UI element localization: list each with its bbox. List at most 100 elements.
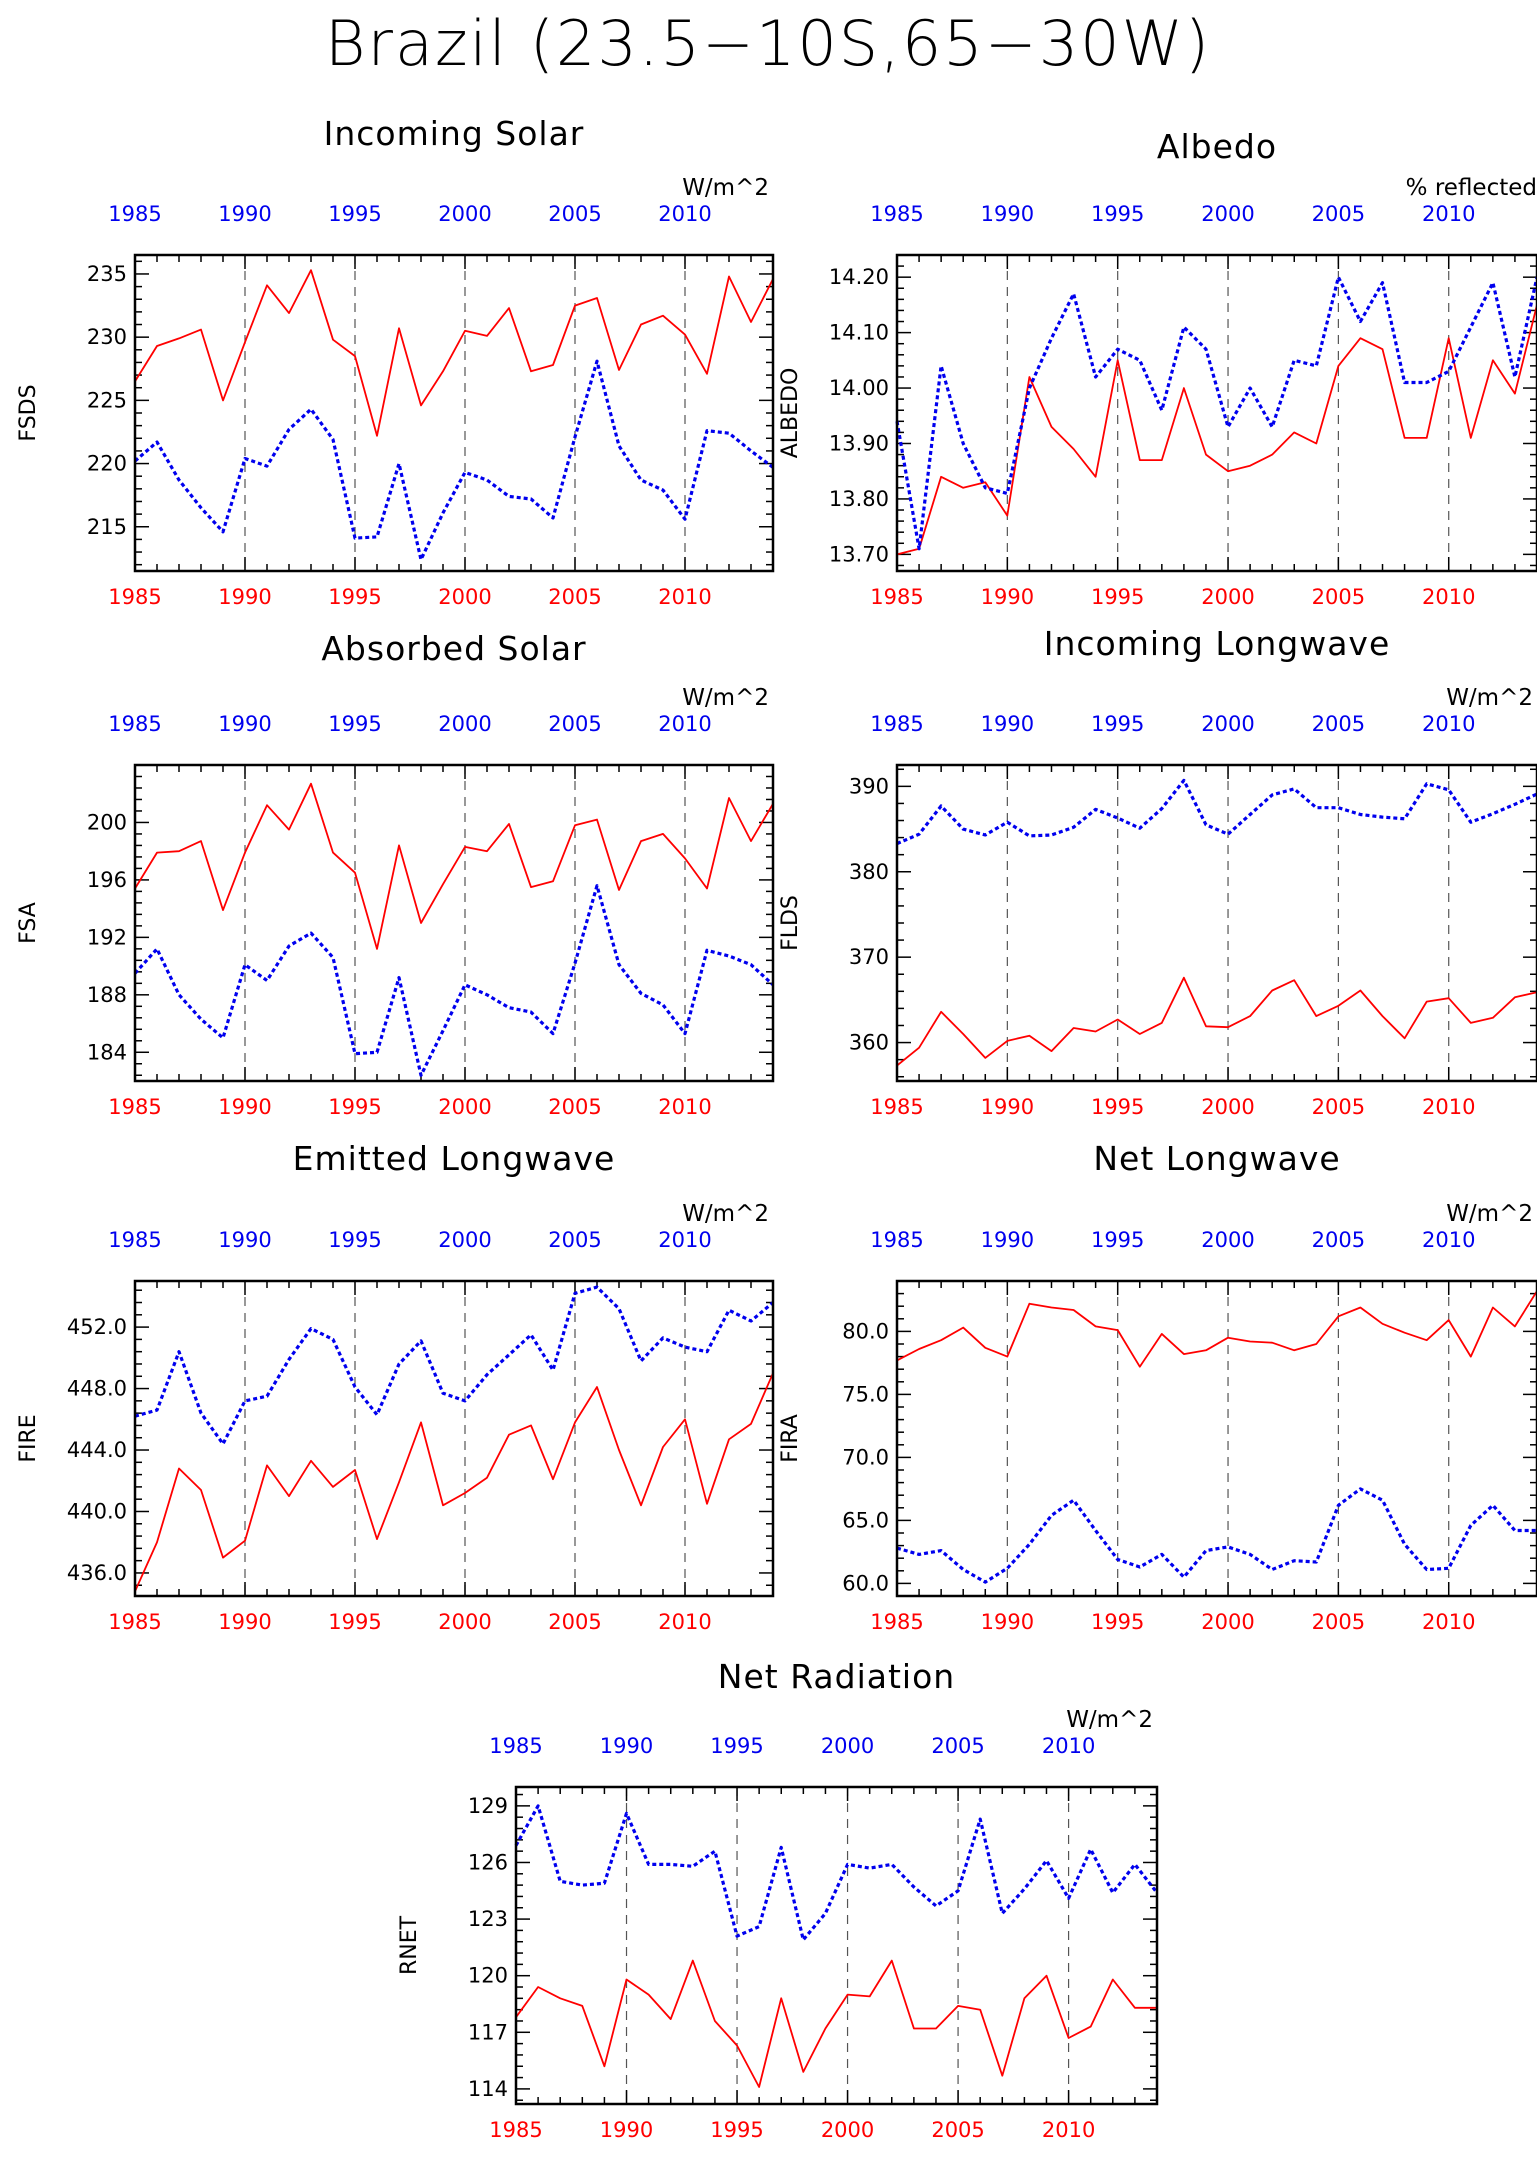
x-tick-label-bottom: 2010	[1422, 1095, 1475, 1119]
series-line-blue	[133, 359, 774, 562]
y-tick-label: 114	[468, 2077, 508, 2101]
y-tick-label: 120	[468, 1964, 508, 1988]
series-line-red	[896, 976, 1537, 1067]
x-tick-label-bottom: 2005	[548, 1610, 601, 1634]
series-line-red	[515, 1959, 1157, 2088]
y-tick-label: 129	[468, 1794, 508, 1818]
x-tick-label-bottom: 2000	[1201, 1610, 1254, 1634]
y-axis-label: RNET	[397, 1915, 422, 1975]
x-tick-label-top: 1995	[1091, 1228, 1144, 1252]
series-line-blue	[895, 275, 1537, 551]
units-label: W/m^2	[1446, 685, 1533, 711]
series-line-red	[896, 304, 1537, 556]
x-tick-label-top: 1985	[870, 712, 923, 736]
panel-title: Emitted Longwave	[293, 1139, 616, 1178]
x-tick-label-bottom: 2005	[931, 2118, 984, 2142]
y-tick-label: 117	[468, 2020, 508, 2044]
x-tick-label-bottom: 2005	[548, 1095, 601, 1119]
x-tick-label-bottom: 1985	[870, 1610, 923, 1634]
y-tick-label: 70.0	[842, 1445, 889, 1469]
y-tick-label: 235	[87, 262, 127, 286]
x-tick-label-top: 2010	[658, 202, 711, 226]
y-tick-label: 123	[468, 1907, 508, 1931]
x-tick-label-top: 1995	[1091, 712, 1144, 736]
y-tick-label: 184	[87, 1040, 127, 1064]
panel-flds: Incoming Longwave W/m^2 360 370 380 390 1985 19…	[778, 624, 1537, 1119]
series-line-blue	[133, 884, 775, 1077]
plot-frame	[133, 1279, 775, 1598]
panel-title: Absorbed Solar	[321, 629, 586, 668]
y-tick-label: 380	[849, 860, 889, 884]
panel-title: Incoming Longwave	[1044, 624, 1391, 663]
series-line-blue	[896, 1487, 1537, 1584]
x-tick-label-bottom: 1985	[108, 1610, 161, 1634]
units-label: W/m^2	[682, 175, 769, 201]
y-tick-label: 13.90	[829, 431, 889, 455]
series-line-blue	[896, 778, 1537, 846]
x-tick-label-top: 1990	[981, 202, 1034, 226]
y-tick-label: 13.70	[829, 542, 889, 566]
x-tick-label-top: 2000	[438, 202, 491, 226]
units-label: W/m^2	[1446, 1201, 1533, 1227]
x-tick-label-top: 1990	[981, 712, 1034, 736]
panel-title: Net Radiation	[718, 1657, 955, 1696]
x-tick-label-bottom: 2010	[1042, 2118, 1095, 2142]
x-tick-label-bottom: 2000	[438, 1095, 491, 1119]
x-tick-label-top: 2005	[548, 202, 601, 226]
x-tick-label-top: 1990	[981, 1228, 1034, 1252]
x-tick-label-top: 1995	[328, 202, 381, 226]
y-tick-label: 80.0	[842, 1319, 889, 1343]
x-tick-label-bottom: 1995	[328, 1610, 381, 1634]
y-tick-label: 440.0	[67, 1499, 127, 1523]
x-tick-label-bottom: 2010	[1422, 1610, 1475, 1634]
x-tick-label-top: 1985	[870, 202, 923, 226]
plot-frame	[133, 253, 775, 573]
y-tick-label: 188	[87, 983, 127, 1007]
x-tick-label-top: 2000	[438, 712, 491, 736]
x-tick-label-top: 1985	[108, 202, 161, 226]
y-axis-label: FSDS	[16, 384, 41, 441]
x-tick-label-top: 1990	[600, 1734, 653, 1758]
y-tick-label: 370	[849, 945, 889, 969]
series-line-red	[896, 1290, 1537, 1368]
y-tick-label: 14.00	[829, 376, 889, 400]
x-tick-label-top: 1985	[108, 712, 161, 736]
x-tick-label-bottom: 1990	[981, 585, 1034, 609]
x-tick-label-top: 2005	[548, 712, 601, 736]
y-tick-label: 448.0	[67, 1377, 127, 1401]
x-tick-label-bottom: 1990	[218, 1095, 271, 1119]
x-tick-label-bottom: 2005	[1312, 1610, 1365, 1634]
x-tick-label-top: 1990	[218, 202, 271, 226]
x-tick-label-top: 1995	[328, 712, 381, 736]
x-tick-label-bottom: 1990	[600, 2118, 653, 2142]
x-tick-label-bottom: 1985	[108, 585, 161, 609]
x-tick-label-top: 2005	[1312, 712, 1365, 736]
x-tick-label-bottom: 2000	[438, 585, 491, 609]
y-tick-label: 360	[849, 1031, 889, 1055]
y-tick-label: 436.0	[67, 1561, 127, 1585]
y-axis-label: ALBEDO	[778, 368, 803, 459]
x-tick-label-top: 2005	[548, 1228, 601, 1252]
x-tick-label-top: 1995	[328, 1228, 381, 1252]
y-tick-label: 200	[87, 810, 127, 834]
x-tick-label-bottom: 1995	[1091, 1095, 1144, 1119]
y-tick-label: 192	[87, 925, 127, 949]
x-tick-label-bottom: 2000	[438, 1610, 491, 1634]
x-tick-label-bottom: 1985	[489, 2118, 542, 2142]
x-tick-label-bottom: 2010	[658, 1095, 711, 1119]
x-tick-label-bottom: 1995	[328, 585, 381, 609]
x-tick-label-top: 2010	[1422, 1228, 1475, 1252]
y-tick-label: 13.80	[829, 487, 889, 511]
x-tick-label-bottom: 2005	[548, 585, 601, 609]
x-tick-label-top: 2010	[658, 712, 711, 736]
units-label: W/m^2	[1066, 1707, 1153, 1733]
y-axis-label: FSA	[16, 902, 41, 944]
y-tick-label: 60.0	[842, 1571, 889, 1595]
x-tick-label-top: 1990	[218, 712, 271, 736]
y-tick-label: 225	[87, 388, 127, 412]
plot-frame	[514, 1785, 1159, 2106]
units-label: W/m^2	[682, 1201, 769, 1227]
y-axis-label: FIRE	[16, 1414, 41, 1462]
x-tick-label-top: 1990	[218, 1228, 271, 1252]
